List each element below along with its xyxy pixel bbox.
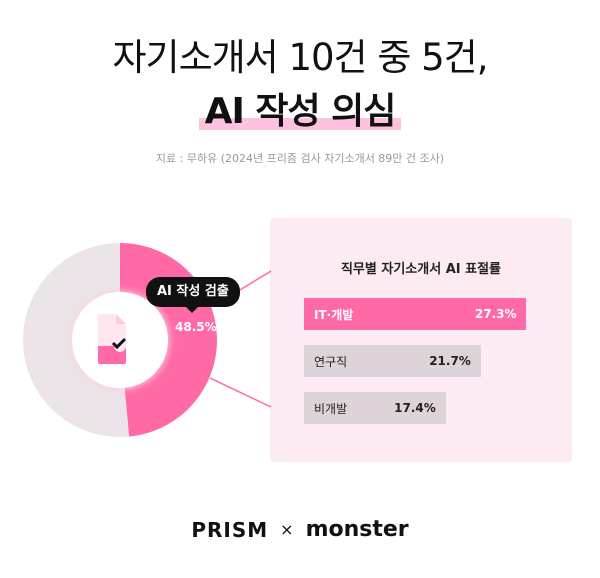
connector-line-bottom <box>209 377 272 408</box>
bar-chart-title: 직무별 자기소개서 AI 표절률 <box>340 262 502 277</box>
document-check-icon <box>98 314 127 364</box>
bar-value: 17.4% <box>394 401 436 415</box>
bar-label: IT·개발 <box>314 307 354 322</box>
bar-1: 연구직 21.7% <box>304 345 481 377</box>
bar-value: 21.7% <box>429 354 471 368</box>
bar-label: 연구직 <box>314 354 348 369</box>
headline-line1: 자기소개서 10건 중 5건, <box>112 36 489 79</box>
monster-logo: monster <box>305 517 409 542</box>
bar-panel: 직무별 자기소개서 AI 표절률 IT·개발 27.3% 연구직 21.7% 비개발 17… <box>270 218 572 462</box>
bar-label: 비개발 <box>314 401 348 416</box>
callout-label: AI 작성 검출 <box>146 277 240 313</box>
connector-line-top <box>239 270 272 291</box>
source-note: 지료 : 무하유 (2024년 프리즘 검사 자기소개서 89만 건 조사) <box>155 152 445 165</box>
callout-value: 48.5% <box>175 320 217 334</box>
footer-logos: PRISM × monster <box>0 516 600 544</box>
bar-0: IT·개발 27.3% <box>304 298 527 330</box>
headline-line2: AI 작성 의심 <box>198 91 402 132</box>
bar-value: 27.3% <box>474 307 517 321</box>
bar-2: 비개발 17.4% <box>304 392 446 424</box>
separator: × <box>280 520 294 539</box>
donut-slice-1 <box>23 243 130 437</box>
prism-logo: PRISM <box>191 518 269 542</box>
